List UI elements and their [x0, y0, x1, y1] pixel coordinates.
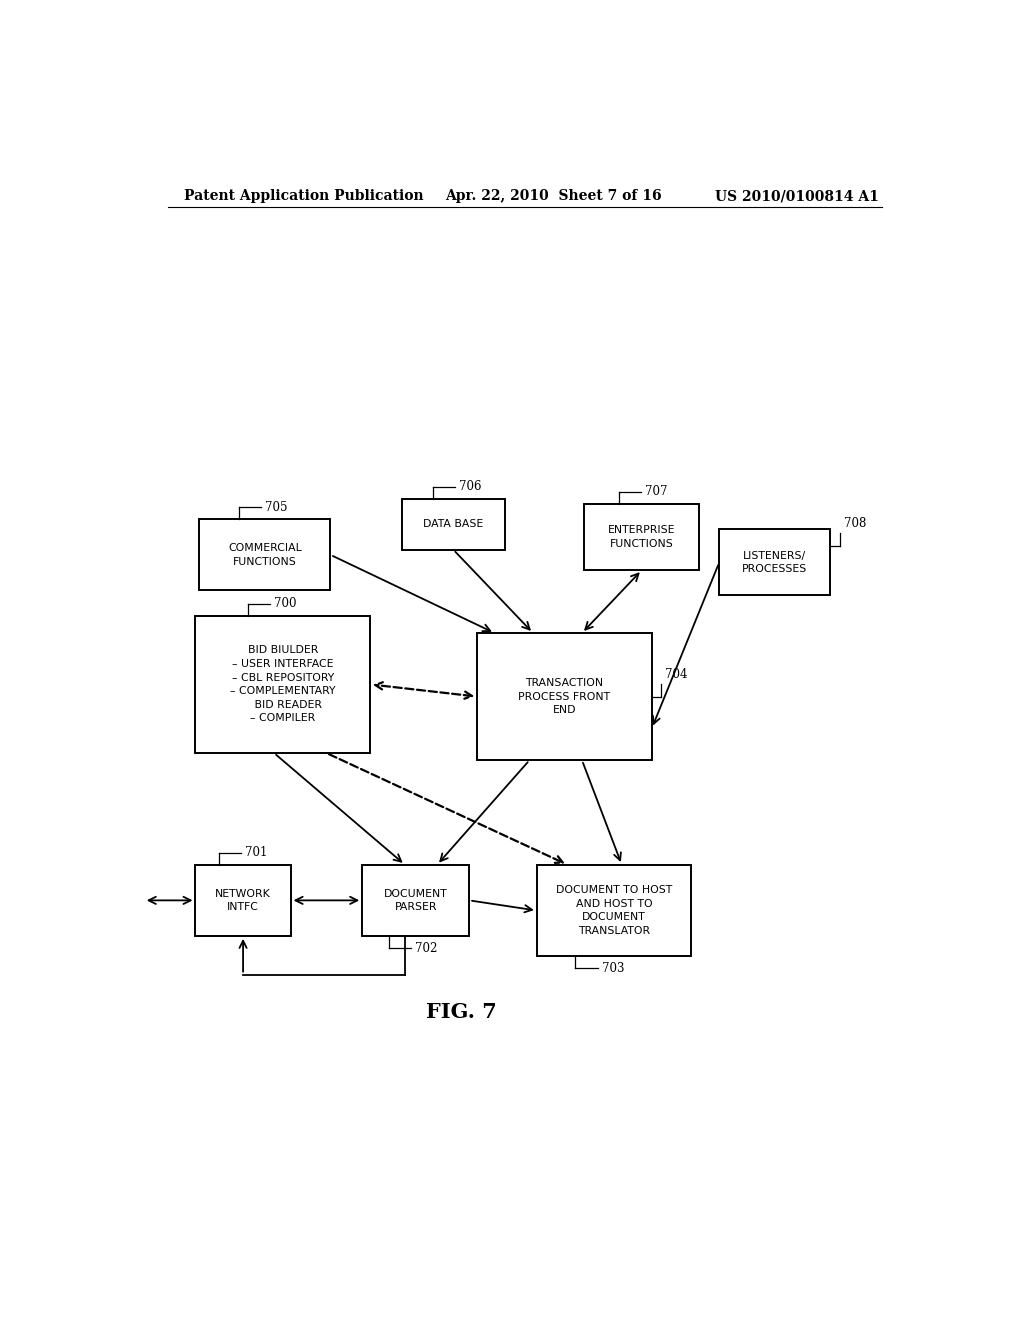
Text: Patent Application Publication: Patent Application Publication	[183, 189, 423, 203]
Text: FIG. 7: FIG. 7	[426, 1002, 497, 1022]
Text: 701: 701	[246, 846, 268, 859]
Text: 707: 707	[645, 486, 668, 498]
Text: 703: 703	[601, 962, 624, 975]
Text: 706: 706	[459, 480, 481, 494]
Text: BID BIULDER
– USER INTERFACE
– CBL REPOSITORY
– COMPLEMENTARY
   BID READER
– CO: BID BIULDER – USER INTERFACE – CBL REPOS…	[230, 645, 336, 723]
Bar	[401, 499, 505, 549]
Bar	[196, 615, 370, 752]
Text: COMMERCIAL
FUNCTIONS: COMMERCIAL FUNCTIONS	[228, 543, 302, 566]
Text: 702: 702	[415, 941, 437, 954]
Text: NETWORK
INTFC: NETWORK INTFC	[215, 888, 271, 912]
Bar	[200, 519, 331, 590]
Bar	[362, 865, 469, 936]
Bar	[719, 529, 830, 595]
Text: LISTENERS/
PROCESSES: LISTENERS/ PROCESSES	[742, 550, 807, 574]
Text: 700: 700	[274, 597, 297, 610]
Text: 704: 704	[666, 668, 688, 681]
Bar	[196, 865, 291, 936]
Text: ENTERPRISE
FUNCTIONS: ENTERPRISE FUNCTIONS	[608, 525, 676, 549]
Bar	[537, 865, 691, 956]
Text: 708: 708	[844, 517, 866, 531]
Text: DATA BASE: DATA BASE	[423, 519, 483, 529]
Text: Apr. 22, 2010  Sheet 7 of 16: Apr. 22, 2010 Sheet 7 of 16	[445, 189, 663, 203]
Text: DOCUMENT TO HOST
AND HOST TO
DOCUMENT
TRANSLATOR: DOCUMENT TO HOST AND HOST TO DOCUMENT TR…	[556, 886, 672, 936]
Text: TRANSACTION
PROCESS FRONT
END: TRANSACTION PROCESS FRONT END	[518, 678, 610, 715]
Text: DOCUMENT
PARSER: DOCUMENT PARSER	[384, 888, 447, 912]
Text: US 2010/0100814 A1: US 2010/0100814 A1	[715, 189, 880, 203]
Bar	[477, 634, 652, 760]
Text: 705: 705	[265, 500, 288, 513]
Bar	[585, 504, 699, 570]
